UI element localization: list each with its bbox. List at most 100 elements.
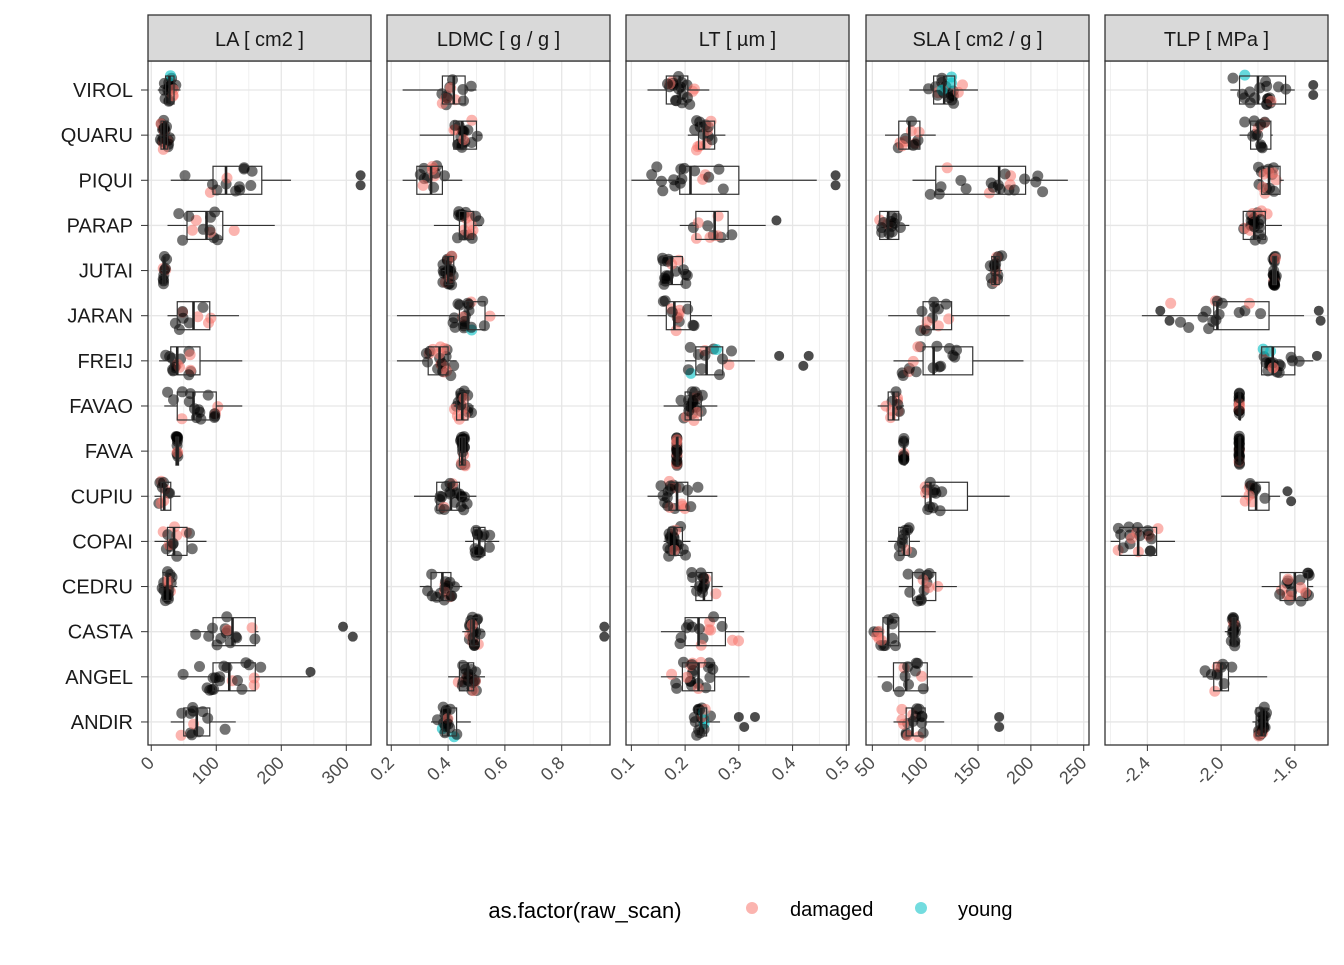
data-point (186, 224, 198, 236)
data-point (221, 611, 233, 623)
data-point (935, 360, 947, 372)
data-point (471, 130, 483, 142)
x-tick-label: 0.4 (423, 753, 455, 785)
data-point (887, 632, 898, 644)
data-point (186, 729, 198, 741)
legend-label-young: young (958, 899, 1013, 921)
data-point (708, 611, 720, 623)
x-tick-label: 200 (253, 753, 288, 788)
facet-strip (386, 14, 611, 62)
data-point (1253, 229, 1265, 241)
data-point (441, 92, 453, 104)
data-point (675, 394, 687, 406)
data-point (203, 630, 215, 642)
data-point (418, 162, 430, 174)
box (186, 210, 224, 241)
data-point (1019, 173, 1031, 185)
box (444, 255, 455, 286)
box (679, 165, 740, 195)
data-point (186, 543, 198, 555)
x-tick-label: 100 (897, 753, 932, 788)
box (470, 617, 480, 647)
data-point (669, 180, 681, 192)
x-tick-label: 0.2 (366, 753, 398, 785)
data-point (1165, 297, 1177, 309)
outlier-point (830, 180, 841, 191)
data-point (682, 303, 694, 315)
data-point (960, 183, 972, 195)
data-point (184, 349, 196, 361)
data-point (478, 320, 490, 332)
outlier-point (994, 721, 1005, 732)
data-point (233, 181, 245, 193)
data-point (248, 679, 260, 691)
x-tick-label: 0.2 (660, 753, 692, 785)
box (684, 391, 702, 421)
box (430, 571, 452, 602)
data-point (246, 165, 258, 177)
data-point (1126, 532, 1138, 544)
legend: as.factor(raw_scan) damaged young (488, 898, 1012, 923)
x-tick-label: 150 (949, 753, 984, 788)
data-point (921, 316, 933, 328)
data-point (1227, 72, 1239, 84)
data-point (1115, 529, 1127, 540)
data-point (676, 500, 688, 512)
legend-label-damaged: damaged (790, 899, 873, 921)
data-point (1244, 478, 1256, 489)
data-point (1260, 76, 1272, 87)
box (212, 165, 263, 195)
box (905, 707, 926, 737)
data-point (173, 208, 185, 220)
data-point (691, 144, 702, 156)
data-point (1152, 523, 1164, 535)
box (212, 662, 256, 692)
outlier-point (830, 170, 841, 181)
data-point (1270, 174, 1282, 186)
data-point (680, 622, 692, 634)
facet-title: LA [ cm2 ] (215, 29, 304, 51)
data-point (689, 124, 701, 136)
data-point (224, 637, 236, 649)
data-point (466, 114, 478, 126)
data-point (466, 619, 478, 631)
x-tick-label: 0.8 (537, 753, 569, 785)
data-point (449, 94, 461, 106)
data-point (183, 210, 195, 222)
facet-strip (147, 14, 372, 62)
data-point (214, 675, 225, 687)
box (924, 481, 969, 511)
outlier-point (1286, 496, 1297, 507)
data-point (655, 480, 667, 492)
box (922, 346, 974, 376)
data-point (452, 232, 463, 244)
box (427, 346, 449, 376)
data-point (692, 217, 704, 229)
data-point (688, 83, 700, 95)
outlier-point (774, 350, 785, 361)
data-point (438, 504, 450, 515)
box (176, 391, 217, 421)
data-point (898, 718, 909, 730)
facet-title: SLA [ cm2 / g ] (912, 29, 1042, 51)
data-point (420, 347, 432, 359)
data-point (177, 312, 189, 324)
data-point (422, 356, 433, 368)
box (458, 662, 475, 692)
data-point (1282, 573, 1294, 585)
outlier-point (599, 631, 610, 642)
data-point (255, 661, 267, 673)
data-point (888, 217, 900, 229)
data-point (453, 209, 464, 221)
y-tick-label: ANGEL (65, 667, 133, 689)
data-point (1145, 533, 1157, 545)
y-tick-label: ANDIR (71, 712, 133, 734)
outlier-point (305, 666, 316, 677)
data-point (676, 89, 688, 100)
panel-background (1105, 61, 1328, 745)
data-point (670, 325, 682, 337)
data-point (657, 185, 669, 197)
data-point (706, 134, 718, 146)
data-point (245, 180, 257, 191)
